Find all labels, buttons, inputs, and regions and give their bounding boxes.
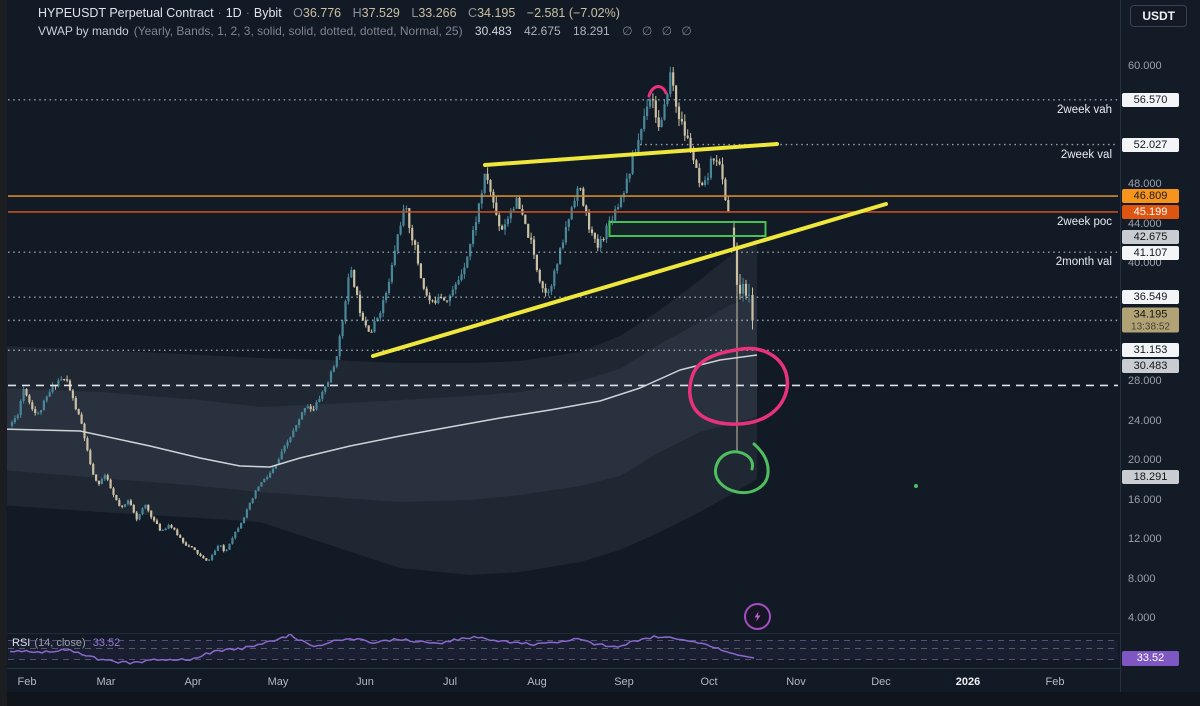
price-label-30.483: 30.483 xyxy=(1122,359,1179,374)
level-name-2week-val: 2week val xyxy=(1060,148,1112,161)
price-tick-16: 16.000 xyxy=(1128,493,1162,506)
high-value: 37.529 xyxy=(361,6,400,20)
pink-arc-drawing[interactable] xyxy=(647,85,668,98)
vwap-band-outer-fill xyxy=(0,238,757,575)
rsi-inline-value: 33.52 xyxy=(92,637,121,649)
vwap-value: 30.483 xyxy=(474,24,512,38)
time-axis-label-Jun: Jun xyxy=(356,676,374,688)
vwap-band-inner-fill xyxy=(0,296,757,502)
time-axis-label-Oct: Oct xyxy=(700,676,718,688)
bottom-strip xyxy=(0,692,1200,706)
indicator-params: (Yearly, Bands, 1, 2, 3, solid, solid, d… xyxy=(133,24,463,38)
price-tick-40: 40.000 xyxy=(1128,257,1162,270)
lightning-bolt-button[interactable] xyxy=(744,603,771,630)
price-axis-divider xyxy=(1120,0,1121,692)
price-tick-8: 8.000 xyxy=(1128,572,1156,585)
price-label-46.809: 46.809 xyxy=(1122,189,1179,204)
vwap-lower-band-value: 18.291 xyxy=(573,24,610,38)
symbol-name[interactable]: HYPEUSDT Perpetual Contract xyxy=(38,6,214,20)
price-tick-28: 28.000 xyxy=(1128,375,1162,388)
green-zone-box[interactable] xyxy=(608,221,767,237)
price-label-41.107: 41.107 xyxy=(1122,245,1179,260)
rsi-band-fill xyxy=(8,640,1118,660)
price-label-36.549: 36.549 xyxy=(1122,290,1179,305)
level-name-2month-val: 2month val xyxy=(1055,256,1112,269)
time-axis-label-2026: 2026 xyxy=(955,676,981,688)
left-edge-strip xyxy=(0,0,7,706)
pink-circle-drawing[interactable] xyxy=(688,346,789,426)
vwap-upper-band-value: 42.675 xyxy=(523,24,561,38)
time-axis-label-Aug: Aug xyxy=(527,676,547,688)
rsi-pane-divider[interactable] xyxy=(0,633,1120,634)
price-label-34.195: 34.195 13:38:52 xyxy=(1122,307,1179,333)
green-loop-drawing[interactable] xyxy=(713,442,770,495)
time-axis-label-Feb: Feb xyxy=(1045,676,1065,688)
indicator-name[interactable]: VWAP by mando xyxy=(38,24,129,38)
low-value: 33.266 xyxy=(418,6,457,20)
price-tick-12: 12.000 xyxy=(1128,533,1162,546)
rsi-params: (14, close) xyxy=(34,637,86,649)
rsi-line[interactable] xyxy=(9,632,755,665)
green-dot-drawing[interactable] xyxy=(914,484,918,488)
price-tick-60: 60.000 xyxy=(1128,60,1162,72)
price-label-42.675: 42.675 xyxy=(1122,229,1179,244)
price-label-31.153: 31.153 xyxy=(1122,343,1179,358)
indicator-header: VWAP by mando (Yearly, Bands, 1, 2, 3, so… xyxy=(38,24,695,38)
low-label: L xyxy=(411,6,419,20)
time-axis-label-Feb: Feb xyxy=(17,676,37,688)
time-axis-label-Sep: Sep xyxy=(614,676,634,688)
price-label-18.291: 18.291 xyxy=(1122,470,1179,485)
separator-dot: · xyxy=(217,6,222,20)
price-tick-48: 48.000 xyxy=(1128,178,1162,191)
price-label-52.027: 52.027 xyxy=(1122,137,1179,152)
level-name-2week-vah: 2week vah xyxy=(1057,103,1112,116)
time-axis-label-May: May xyxy=(267,676,289,688)
price-tick-4: 4.000 xyxy=(1128,612,1156,624)
vwap-line[interactable] xyxy=(0,354,758,468)
time-axis-label-Apr: Apr xyxy=(184,676,202,688)
timeframe[interactable]: 1D xyxy=(225,6,242,20)
separator-dot: · xyxy=(245,6,250,20)
rsi-name[interactable]: RSI xyxy=(12,637,31,649)
price-label-45.199: 45.199 xyxy=(1122,205,1179,220)
symbol-header: HYPEUSDT Perpetual Contract · 1D · Bybit O36… xyxy=(38,6,620,20)
price-tick-24: 24.000 xyxy=(1128,414,1162,427)
price-tick-20: 20.000 xyxy=(1128,454,1162,467)
level-name-2week-poc: 2week poc xyxy=(1057,215,1112,228)
price-label-56.570: 56.570 xyxy=(1122,92,1179,107)
open-value: 36.776 xyxy=(302,6,342,20)
exchange-name: Bybit xyxy=(253,6,282,20)
rsi-axis-value-label: 33.52 xyxy=(1122,651,1179,666)
time-axis-label-Dec: Dec xyxy=(871,676,891,688)
open-label: O xyxy=(293,6,303,20)
lightning-icon xyxy=(754,611,761,622)
hidden-band-values: ∅ ∅ ∅ ∅ xyxy=(622,24,695,38)
change-value: −2.581 (−7.02%) xyxy=(526,6,620,20)
time-axis-label-Mar: Mar xyxy=(96,676,116,688)
currency-toggle-button[interactable]: USDT xyxy=(1130,5,1187,27)
yellow-trendline-1[interactable] xyxy=(483,142,779,167)
time-axis-label-Jul: Jul xyxy=(442,676,458,688)
yellow-trendline-2[interactable] xyxy=(371,202,888,358)
candles-layer xyxy=(10,66,754,562)
countdown-timer: 13:38:52 xyxy=(1131,321,1170,333)
rsi-indicator-title: RSI (14, close) 33.52 xyxy=(12,637,120,649)
time-axis-label-Nov: Nov xyxy=(786,676,806,688)
time-axis-divider xyxy=(0,668,1120,669)
price-tick-44: 44.000 xyxy=(1128,217,1162,230)
close-value: 34.195 xyxy=(477,6,516,20)
close-label: C xyxy=(468,6,478,20)
high-label: H xyxy=(352,6,362,20)
